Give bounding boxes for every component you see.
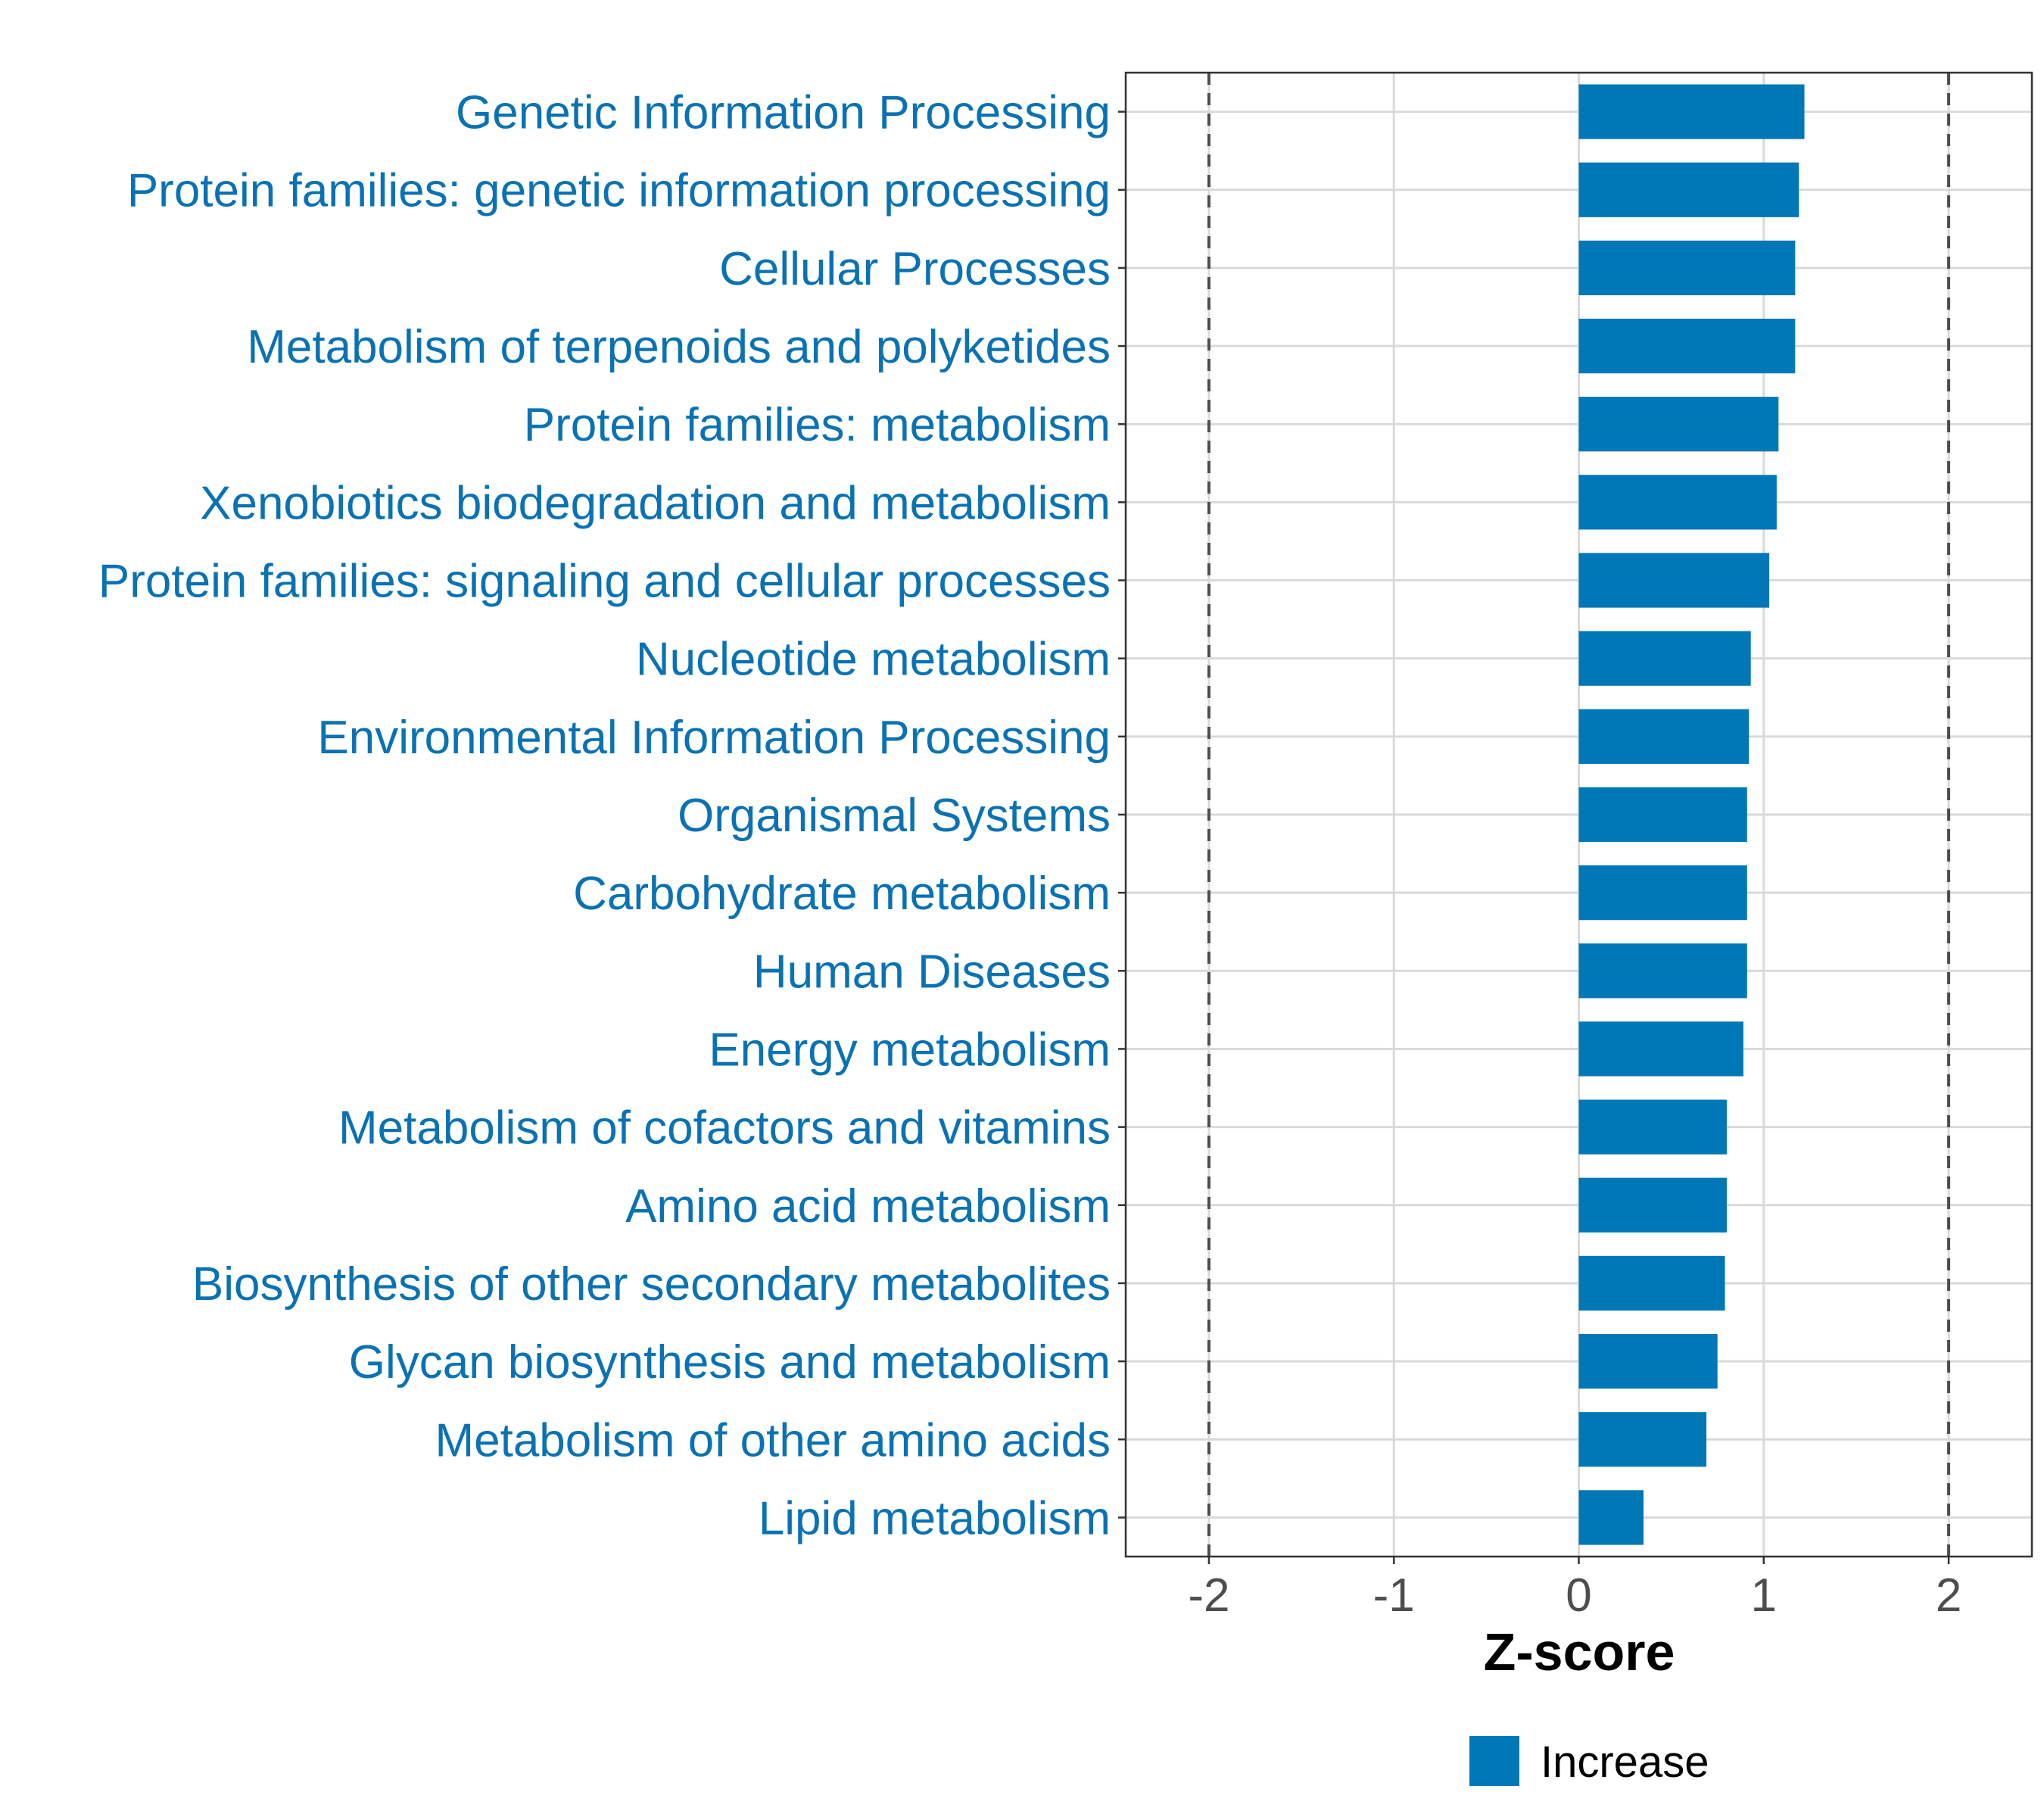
category-label: Protein families: genetic information pr… xyxy=(127,165,1111,217)
bar xyxy=(1578,1021,1743,1077)
category-label: Biosynthesis of other secondary metaboli… xyxy=(192,1258,1111,1311)
bar xyxy=(1578,1177,1727,1233)
bar xyxy=(1578,1412,1707,1467)
category-label: Protein families: metabolism xyxy=(524,399,1111,451)
legend-label-increase: Increase xyxy=(1541,1738,1709,1787)
category-label: Protein families: signaling and cellular… xyxy=(98,556,1111,608)
bar xyxy=(1578,787,1747,843)
category-label: Genetic Information Processing xyxy=(456,87,1111,139)
x-tick-label: 0 xyxy=(1566,1569,1591,1622)
bar xyxy=(1578,318,1796,374)
reference-lines xyxy=(1207,73,1951,1557)
category-label: Human Diseases xyxy=(753,946,1111,998)
category-label: Energy metabolism xyxy=(709,1024,1111,1076)
category-label: Environmental Information Processing xyxy=(317,712,1111,764)
bars xyxy=(1578,84,1805,1545)
x-tick-label: -1 xyxy=(1373,1569,1415,1622)
bar xyxy=(1578,397,1779,452)
category-label: Lipid metabolism xyxy=(759,1492,1111,1544)
category-label: Carbohydrate metabolism xyxy=(573,868,1111,920)
bar xyxy=(1578,162,1799,217)
bar xyxy=(1578,1490,1644,1545)
bar xyxy=(1578,865,1747,921)
x-tick-label: -2 xyxy=(1188,1569,1229,1622)
y-axis-ticks xyxy=(1118,111,1126,1519)
bar xyxy=(1578,240,1796,295)
x-tick-label: 2 xyxy=(1936,1569,1961,1622)
bar xyxy=(1578,1334,1718,1389)
bar xyxy=(1578,475,1777,530)
x-axis-title: Z-score xyxy=(1484,1622,1675,1681)
category-label: Xenobiotics biodegradation and metabolis… xyxy=(200,477,1111,529)
category-label: Organismal Systems xyxy=(678,790,1111,842)
bar xyxy=(1578,1255,1725,1311)
category-label: Metabolism of other amino acids xyxy=(435,1414,1111,1466)
legend-swatch xyxy=(1469,1736,1519,1786)
x-axis-ticks: -2 -1 0 1 2 xyxy=(1188,1557,1961,1622)
category-label: Nucleotide metabolism xyxy=(636,634,1111,686)
legend: Increase xyxy=(1469,1736,1709,1787)
category-label: Cellular Processes xyxy=(719,243,1111,295)
bar xyxy=(1578,943,1747,999)
category-labels: Genetic Information Processing Protein fa… xyxy=(98,87,1111,1545)
category-label: Metabolism of cofactors and vitamins xyxy=(338,1102,1111,1155)
category-label: Amino acid metabolism xyxy=(625,1180,1111,1233)
category-label: Glycan biosynthesis and metabolism xyxy=(349,1336,1111,1388)
x-tick-label: 1 xyxy=(1751,1569,1777,1622)
bar xyxy=(1578,553,1770,608)
bar xyxy=(1578,709,1750,764)
bar xyxy=(1578,1099,1727,1155)
bar xyxy=(1578,631,1751,686)
bar xyxy=(1578,84,1805,139)
category-label: Metabolism of terpenoids and polyketides xyxy=(247,321,1111,373)
